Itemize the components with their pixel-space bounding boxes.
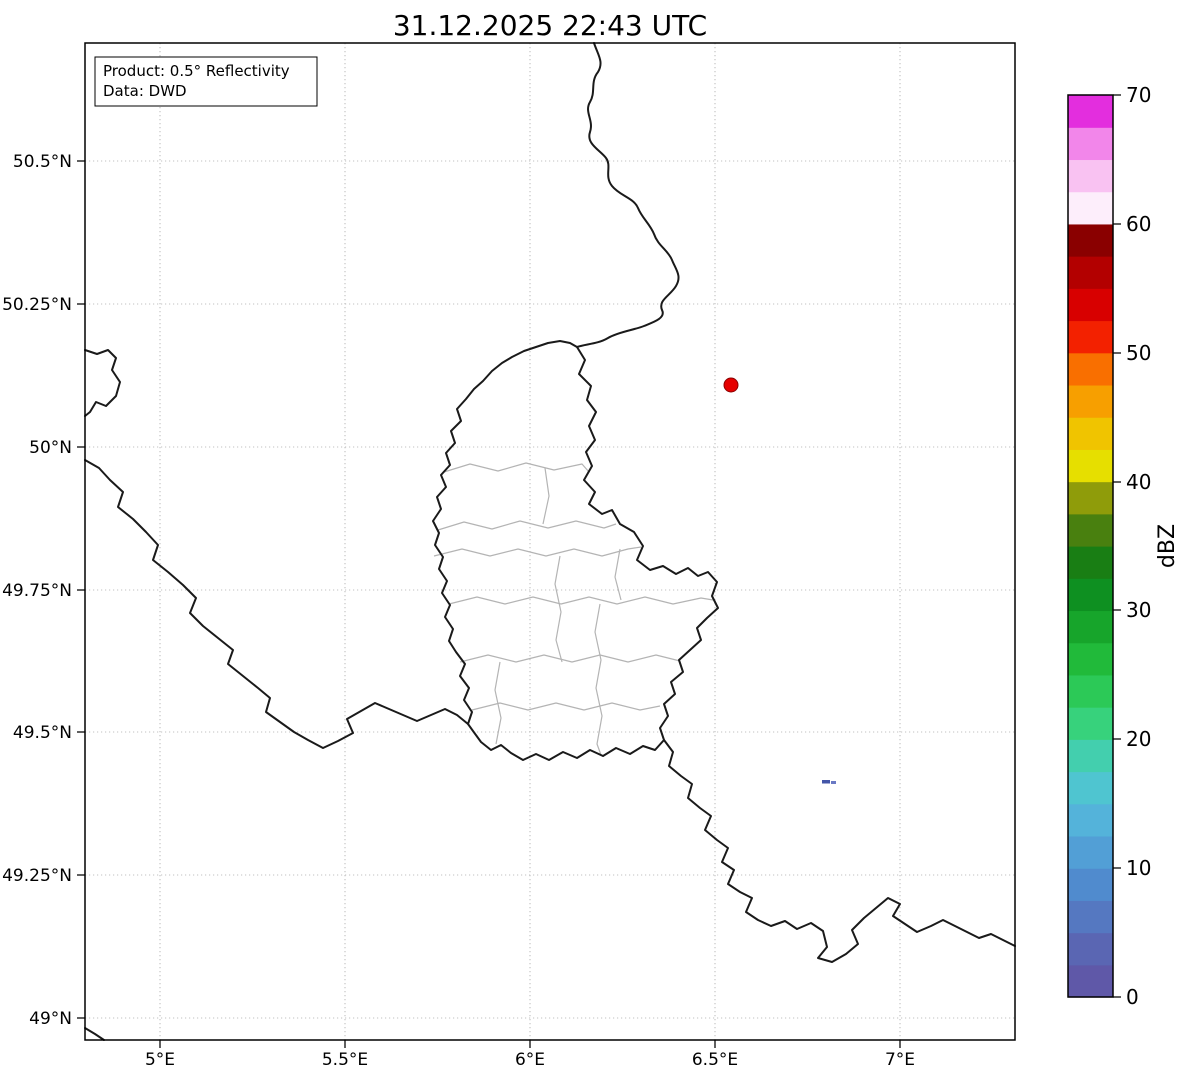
colorbar-band bbox=[1068, 932, 1113, 966]
y-tick-labels: 50.5°N 50.25°N 50°N 49.75°N 49.5°N 49.25… bbox=[2, 152, 72, 1029]
y-tick-label: 50.5°N bbox=[13, 152, 72, 172]
colorbar-bands bbox=[1068, 95, 1113, 998]
colorbar-band bbox=[1068, 384, 1113, 418]
annotation-source-label: Data: DWD bbox=[103, 82, 187, 100]
colorbar-band bbox=[1068, 256, 1113, 289]
colorbar-tick-labels: 0 10 20 30 40 50 60 70 bbox=[1126, 83, 1151, 1009]
colorbar-band bbox=[1068, 481, 1113, 515]
colorbar-band bbox=[1068, 964, 1113, 998]
colorbar-band bbox=[1068, 513, 1113, 547]
colorbar-band bbox=[1068, 771, 1113, 805]
belgium-germany-border-path bbox=[576, 42, 680, 348]
x-tick-label: 5.5°E bbox=[322, 1050, 368, 1070]
x-tick-labels: 5°E 5.5°E 6°E 6.5°E 7°E bbox=[145, 1050, 915, 1070]
x-tick-label: 6.5°E bbox=[692, 1050, 738, 1070]
colorbar-band bbox=[1068, 320, 1113, 354]
colorbar-band bbox=[1068, 191, 1113, 225]
colorbar-tick-marks bbox=[1113, 94, 1121, 998]
colorbar-tick-label: 30 bbox=[1126, 598, 1151, 622]
colorbar-band bbox=[1068, 223, 1113, 257]
radar-location-marker bbox=[723, 377, 739, 393]
colorbar-band bbox=[1068, 352, 1113, 386]
plot-border bbox=[84, 42, 1016, 1041]
annotation-product-label: Product: 0.5° Reflectivity bbox=[103, 62, 290, 80]
y-tick-label: 49.5°N bbox=[13, 723, 72, 743]
annotation-box: Product: 0.5° Reflectivity Data: DWD bbox=[94, 56, 318, 107]
colorbar: 0 10 20 30 40 50 60 70 dBZ bbox=[1067, 83, 1180, 1009]
colorbar-band bbox=[1068, 803, 1113, 837]
colorbar-tick-label: 50 bbox=[1126, 341, 1151, 365]
colorbar-band bbox=[1068, 900, 1113, 934]
y-tick-label: 50.25°N bbox=[2, 295, 72, 315]
colorbar-band bbox=[1068, 578, 1113, 612]
y-tick-label: 49.75°N bbox=[2, 581, 72, 601]
colorbar-band bbox=[1068, 417, 1113, 450]
colorbar-band bbox=[1068, 610, 1113, 644]
colorbar-axis-label: dBZ bbox=[1155, 524, 1180, 568]
givet-border-path bbox=[84, 349, 121, 417]
colorbar-band bbox=[1068, 642, 1113, 676]
x-tick-label: 7°E bbox=[885, 1050, 915, 1070]
colorbar-tick-label: 40 bbox=[1126, 470, 1151, 494]
colorbar-band bbox=[1068, 674, 1113, 708]
country-borders bbox=[84, 42, 1016, 1041]
colorbar-tick-label: 10 bbox=[1126, 856, 1151, 880]
colorbar-tick-label: 60 bbox=[1126, 212, 1151, 236]
colorbar-band bbox=[1068, 546, 1113, 579]
x-tick-label: 6°E bbox=[515, 1050, 545, 1070]
luxembourg-border-path bbox=[432, 340, 719, 761]
colorbar-band bbox=[1068, 288, 1113, 322]
colorbar-band bbox=[1068, 449, 1113, 483]
radar-echo-marker bbox=[822, 780, 836, 784]
colorbar-band bbox=[1068, 739, 1113, 773]
colorbar-band bbox=[1068, 159, 1113, 193]
france-belgium-border-path bbox=[84, 459, 469, 749]
colorbar-band bbox=[1068, 707, 1113, 740]
colorbar-band bbox=[1068, 95, 1113, 128]
y-tick-label: 50°N bbox=[29, 438, 72, 458]
corner-border-fragment bbox=[84, 1027, 105, 1041]
colorbar-tick-label: 20 bbox=[1126, 727, 1151, 751]
axis-tick-marks bbox=[77, 160, 901, 1048]
plot-title: 31.12.2025 22:43 UTC bbox=[393, 9, 707, 42]
colorbar-border bbox=[1067, 94, 1114, 998]
colorbar-tick-label: 0 bbox=[1126, 985, 1139, 1009]
y-tick-label: 49°N bbox=[29, 1009, 72, 1029]
colorbar-band bbox=[1068, 127, 1113, 161]
x-tick-label: 5°E bbox=[145, 1050, 175, 1070]
france-germany-border-path bbox=[663, 739, 1016, 963]
gridlines bbox=[85, 43, 1015, 1040]
colorbar-tick-label: 70 bbox=[1126, 83, 1151, 107]
colorbar-band bbox=[1068, 835, 1113, 869]
colorbar-band bbox=[1068, 868, 1113, 901]
canton-border-paths bbox=[433, 462, 714, 756]
y-tick-label: 49.25°N bbox=[2, 866, 72, 886]
